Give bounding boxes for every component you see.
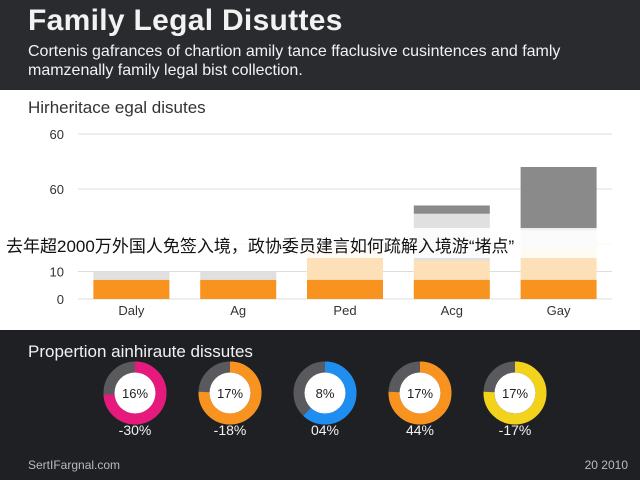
bar-segment (520, 279, 597, 299)
x-tick-label: Gay (547, 303, 571, 318)
footer-source: SertIFargnal.com (28, 458, 121, 472)
news-ticker: 去年超2000万外国人免签入境，政协委员建言如何疏解入境游“堵点” (0, 228, 640, 258)
page-title: Family Legal Disuttes (28, 4, 343, 37)
bar-chart-panel: 010306060DalyAgPedAcgGay Hirheritace ega… (0, 90, 640, 330)
donut-center (114, 372, 156, 414)
donut-caption: 04% (311, 422, 339, 438)
bar-segment (307, 279, 383, 299)
donut-arc (198, 361, 262, 425)
donut-center (399, 372, 441, 414)
y-tick-label: 60 (50, 182, 64, 197)
donut-center (304, 372, 346, 414)
x-tick-label: Daly (118, 303, 145, 318)
bar-segment (200, 279, 277, 299)
bar-segment (413, 205, 490, 214)
donut-caption: -30% (119, 422, 152, 438)
donut-value-label: 16% (122, 386, 148, 401)
page-subtitle: Cortenis gafrances of chartion amily tan… (28, 43, 561, 79)
x-tick-label: Acg (441, 303, 463, 318)
x-tick-label: Ag (230, 303, 246, 318)
donut-section-title: Propertion ainhiraute dissutes (28, 342, 253, 361)
bar-segment (413, 279, 490, 299)
y-tick-label: 10 (50, 265, 64, 280)
x-tick-label: Ped (333, 303, 356, 318)
footer-date: 20 2010 (584, 458, 628, 472)
donut-arc (103, 361, 167, 425)
donut-value-label: 17% (502, 386, 528, 401)
donut-caption: -18% (214, 422, 247, 438)
bar-segment (200, 271, 277, 280)
bar-segment (93, 279, 170, 299)
donut-value-label: 17% (217, 386, 243, 401)
donut-center (209, 372, 251, 414)
donut-caption: 44% (406, 422, 434, 438)
donut-value-label: 17% (407, 386, 433, 401)
bar-chart-title: Hirheritace egal disutes (28, 98, 206, 117)
bar-segment (413, 260, 490, 280)
donut-arc (293, 361, 357, 425)
y-tick-label: 60 (50, 127, 64, 142)
donut-caption: -17% (499, 422, 532, 438)
donut-center (494, 372, 536, 414)
bar-segment (520, 167, 597, 231)
header: Family Legal Disuttes Cortenis gafrances… (0, 0, 640, 90)
news-ticker-text: 去年超2000万外国人免签入境，政协委员建言如何疏解入境游“堵点” (6, 237, 515, 256)
donut-value-label: 8% (316, 386, 335, 401)
donut-charts: 16% -30% 17% -18% 8% 04% 17% 44% 17% -17% (103, 361, 547, 438)
y-tick-label: 0 (57, 292, 64, 307)
donut-arc (483, 361, 547, 425)
bar-segment (93, 271, 170, 280)
donut-arc (388, 361, 452, 425)
bar-chart: 010306060DalyAgPedAcgGay (50, 127, 612, 318)
